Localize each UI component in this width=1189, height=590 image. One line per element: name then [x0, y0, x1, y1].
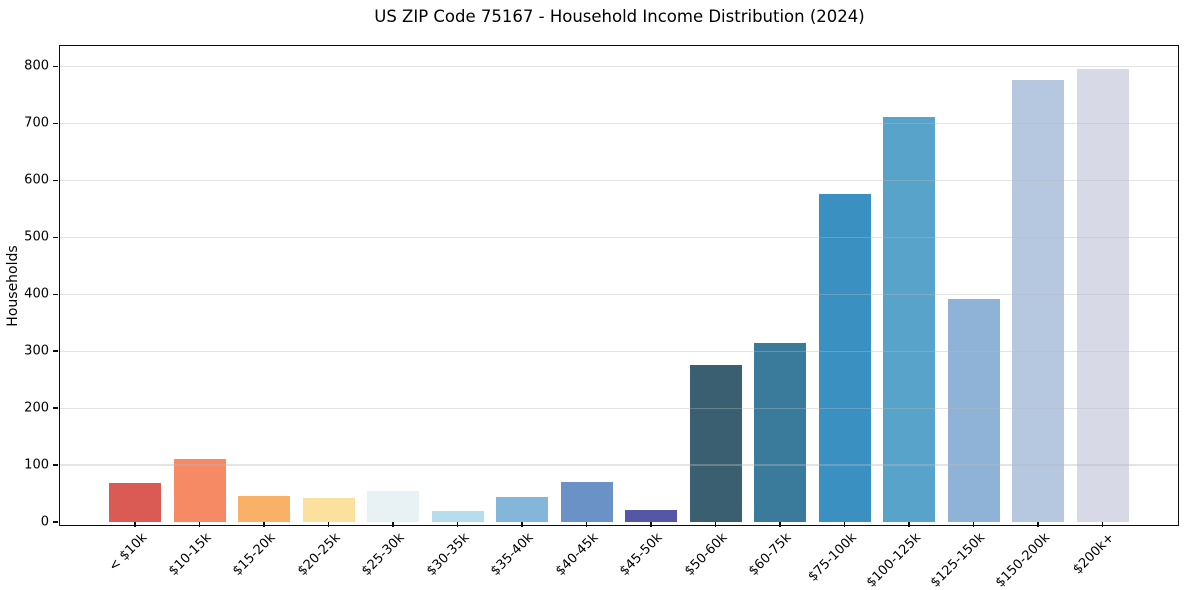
x-tick-mark	[456, 522, 459, 527]
x-tick-label: $125-150k	[928, 530, 989, 590]
gridline	[60, 122, 1178, 125]
y-tick-label: 200	[24, 400, 49, 416]
bar	[431, 511, 484, 522]
x-tick-mark	[392, 522, 394, 527]
y-tick-mark	[53, 350, 58, 352]
gridline	[60, 65, 1178, 68]
x-tick-mark	[714, 522, 717, 527]
x-tick-label: $40-45k	[552, 530, 602, 579]
x-tick-mark	[198, 522, 201, 527]
x-tick-label: $75-100k	[805, 530, 860, 585]
y-tick-mark	[53, 65, 58, 68]
x-tick-mark	[650, 522, 652, 527]
x-tick-mark	[908, 522, 910, 527]
bar	[109, 483, 161, 522]
y-tick-mark	[53, 407, 58, 409]
x-tick-label: $45-50k	[617, 530, 666, 579]
x-tick-mark	[1101, 522, 1104, 527]
bar	[625, 510, 677, 522]
y-tick-mark	[53, 179, 58, 182]
x-tick-mark	[521, 522, 523, 527]
y-tick-label: 800	[24, 58, 49, 74]
y-tick-mark	[53, 464, 58, 466]
x-tick-mark	[1037, 522, 1039, 527]
bar	[1076, 69, 1129, 522]
gridline	[60, 179, 1178, 181]
y-tick-label: 400	[24, 286, 49, 302]
x-tick-mark	[263, 522, 265, 527]
x-tick-mark	[972, 522, 975, 527]
bar	[689, 364, 742, 522]
x-tick-label: $15-20k	[230, 530, 279, 579]
gridline	[60, 293, 1178, 295]
y-tick-label: 100	[24, 457, 49, 473]
bar	[238, 495, 290, 522]
x-tick-mark	[585, 522, 588, 527]
y-tick-mark	[53, 521, 58, 523]
x-tick-label: $10-15k	[165, 530, 215, 579]
x-tick-label: $20-25k	[294, 530, 344, 579]
gridline	[60, 407, 1178, 409]
x-tick-mark	[779, 522, 781, 527]
y-tick-label: 600	[24, 172, 49, 188]
bar	[1012, 80, 1064, 522]
plot-area: < $10k $10-15k $15-20k $20-25k $25-30k $30-35…	[24, 45, 1179, 590]
y-tick-label: 700	[24, 115, 49, 131]
bar	[367, 491, 419, 522]
bar	[754, 343, 806, 522]
x-tick-label: $25-30k	[359, 530, 408, 579]
bar	[173, 459, 226, 522]
x-tick-label: $200k+	[1070, 530, 1118, 578]
y-tick-mark	[53, 293, 58, 295]
y-tick-label: 300	[24, 343, 49, 359]
bar	[947, 299, 1000, 522]
bar	[560, 482, 613, 522]
y-tick-mark	[53, 122, 58, 125]
x-tick-label: $150-200k	[992, 530, 1053, 590]
y-axis-label: Households	[5, 245, 21, 327]
bar	[818, 194, 871, 522]
x-tick-mark	[327, 522, 330, 527]
gridline	[60, 464, 1178, 466]
x-tick-label: $50-60k	[681, 530, 731, 579]
x-tick-label: $35-40k	[488, 530, 537, 579]
gridline	[60, 236, 1178, 238]
x-tick-label: < $10k	[105, 530, 150, 575]
gridline	[60, 350, 1178, 352]
x-tick-mark	[134, 522, 136, 527]
y-tick-label: 500	[24, 229, 49, 245]
bar	[302, 498, 355, 522]
bar	[883, 117, 935, 522]
y-tick-label: 0	[40, 514, 49, 530]
chart-title: US ZIP Code 75167 - Household Income Dis…	[374, 7, 865, 26]
x-tick-label: $60-75k	[746, 530, 795, 579]
y-tick-mark	[53, 236, 58, 238]
x-tick-label: $100-125k	[863, 530, 924, 590]
x-tick-label: $30-35k	[423, 530, 473, 579]
bar	[496, 496, 548, 522]
x-tick-mark	[843, 522, 846, 527]
